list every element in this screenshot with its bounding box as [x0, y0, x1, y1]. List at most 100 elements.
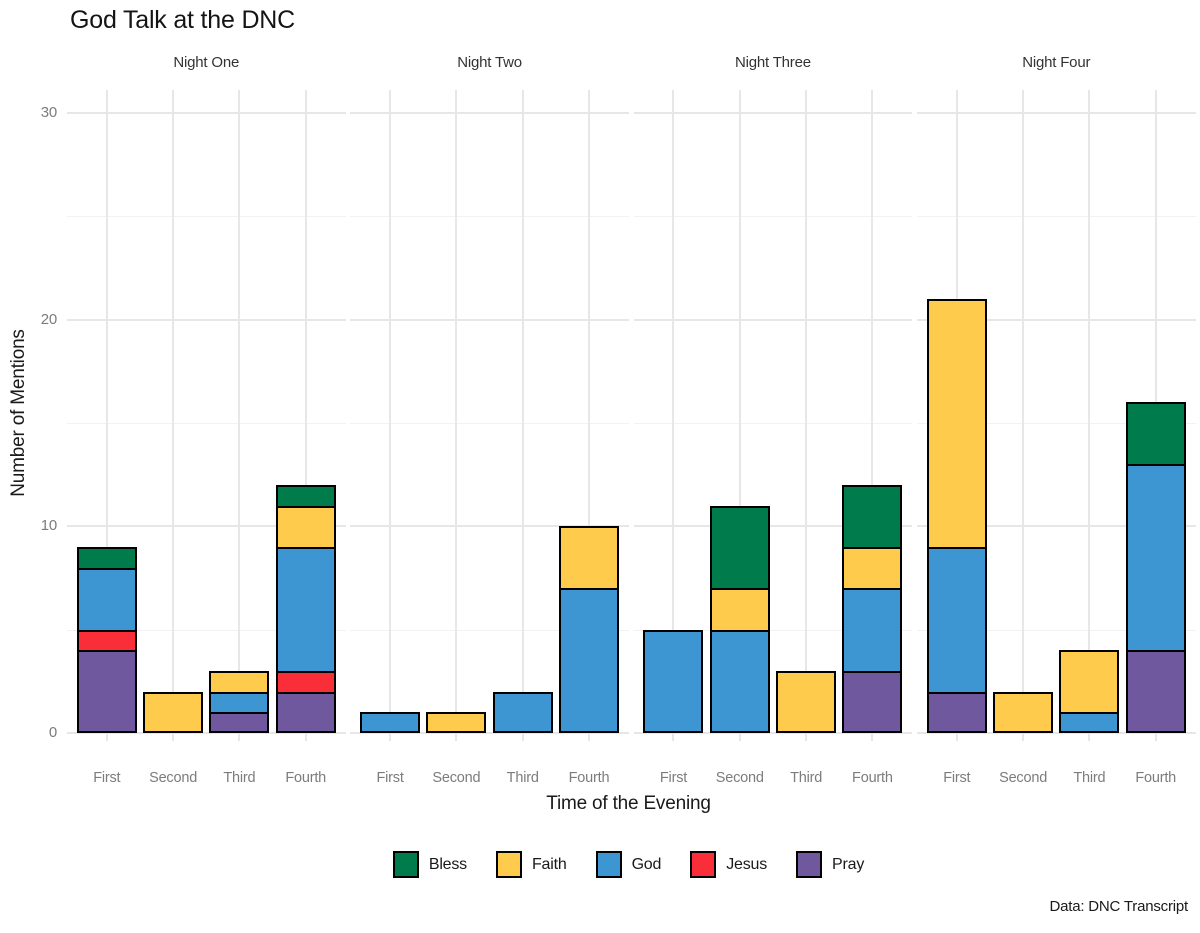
y-tick-label: 10 [40, 517, 57, 535]
legend-swatch-god [595, 851, 622, 878]
gridline-major [350, 525, 629, 528]
bar-segment-jesus [275, 670, 336, 694]
bar-segment-pray [275, 691, 336, 733]
gridline-major [633, 111, 913, 114]
bar-segment-god [559, 588, 619, 733]
x-tick-label: Second [999, 770, 1048, 786]
gridline-major [917, 732, 1196, 734]
facet-label: Night Three [734, 54, 811, 71]
bar-segment-faith [993, 691, 1054, 733]
x-tick-label: Third [790, 770, 823, 786]
legend-label: Pray [832, 855, 865, 873]
gridline-minor [633, 629, 913, 631]
gridline-major [917, 525, 1196, 528]
gridline-vertical [738, 90, 741, 741]
gridline-major [67, 525, 346, 528]
bar-segment-faith [776, 670, 837, 733]
gridline-vertical [105, 90, 108, 741]
bar-segment-pray [1125, 650, 1186, 733]
x-tick-label: Third [506, 770, 539, 786]
legend-swatch-jesus [690, 851, 717, 878]
gridline-major [633, 318, 913, 321]
bar-segment-faith [275, 505, 336, 549]
gridline-vertical [588, 90, 590, 741]
gridline-vertical [1088, 90, 1091, 741]
gridline-minor [917, 629, 1196, 631]
facet-label: Night One [173, 54, 240, 71]
gridline-major [67, 111, 346, 114]
bar-segment-bless [76, 546, 137, 570]
legend-label: God [631, 855, 662, 873]
gridline-minor [67, 216, 346, 218]
bar-segment-pray [209, 712, 270, 733]
gridline-vertical [871, 90, 874, 741]
gridline-vertical [521, 90, 524, 741]
bar-segment-faith [426, 712, 487, 733]
x-tick-label: Fourth [568, 770, 610, 786]
gridline-major [350, 111, 629, 114]
bar-segment-faith [709, 588, 770, 632]
x-tick-label: Third [223, 770, 256, 786]
x-tick-label: Third [1073, 770, 1106, 786]
x-tick-label: Second [432, 770, 481, 786]
bar-segment-faith [926, 298, 987, 549]
gridline-vertical [455, 90, 458, 741]
facet-label: Night Four [1022, 54, 1091, 71]
legend-label: Jesus [726, 855, 768, 873]
y-tick-label: 20 [40, 310, 57, 328]
gridline-vertical [1022, 90, 1025, 741]
bar-segment-pray [926, 691, 987, 733]
gridline-minor [633, 216, 913, 218]
y-axis-title: Number of Mentions [8, 329, 29, 497]
x-tick-label: Fourth [285, 770, 327, 786]
bar-segment-faith [1059, 650, 1120, 715]
bar-segment-god [842, 588, 903, 673]
gridline-major [67, 732, 346, 734]
gridline-vertical [238, 90, 241, 741]
legend-swatch-bless [392, 851, 419, 878]
bar-segment-god [209, 691, 270, 715]
gridline-minor [350, 216, 629, 218]
gridline-minor [917, 422, 1196, 424]
gridline-major [350, 318, 629, 321]
gridline-major [917, 111, 1196, 114]
bar-segment-jesus [76, 629, 137, 653]
gridline-major [633, 732, 913, 734]
bar-segment-god [360, 712, 421, 733]
legend-item-faith: Faith [495, 851, 567, 878]
gridline-vertical [304, 90, 307, 741]
bar-segment-bless [709, 505, 770, 591]
gridline-vertical [389, 90, 392, 741]
legend-label: Faith [531, 855, 567, 873]
bar-segment-faith [559, 526, 619, 591]
bar-segment-bless [275, 484, 336, 508]
facet-label: Night Two [457, 54, 522, 71]
bar-segment-bless [842, 484, 903, 549]
legend-item-bless: Bless [392, 851, 467, 878]
bar-segment-god [1125, 464, 1186, 653]
bar-segment-god [275, 546, 336, 673]
gridline-vertical [672, 90, 675, 741]
legend: Bless Faith God Jesus Pray [67, 851, 1190, 878]
gridline-minor [350, 422, 629, 424]
x-axis-title: Time of the Evening [546, 793, 711, 814]
bar-segment-pray [76, 650, 137, 733]
bar-segment-pray [842, 670, 903, 733]
legend-item-pray: Pray [796, 851, 864, 878]
bar-segment-faith [842, 546, 903, 591]
bar-segment-god [926, 546, 987, 694]
legend-swatch-pray [796, 851, 823, 878]
y-tick-label: 30 [40, 103, 57, 121]
bar-segment-faith [143, 691, 204, 733]
x-tick-label: First [376, 770, 404, 786]
legend-item-jesus: Jesus [690, 851, 767, 878]
bar-segment-bless [1125, 402, 1186, 467]
x-tick-label: First [93, 770, 121, 786]
bar-segment-faith [209, 670, 270, 694]
gridline-vertical [805, 90, 808, 741]
gridline-major [917, 318, 1196, 321]
bar-segment-god [1059, 712, 1120, 733]
gridline-minor [917, 216, 1196, 218]
gridline-major [67, 318, 346, 321]
